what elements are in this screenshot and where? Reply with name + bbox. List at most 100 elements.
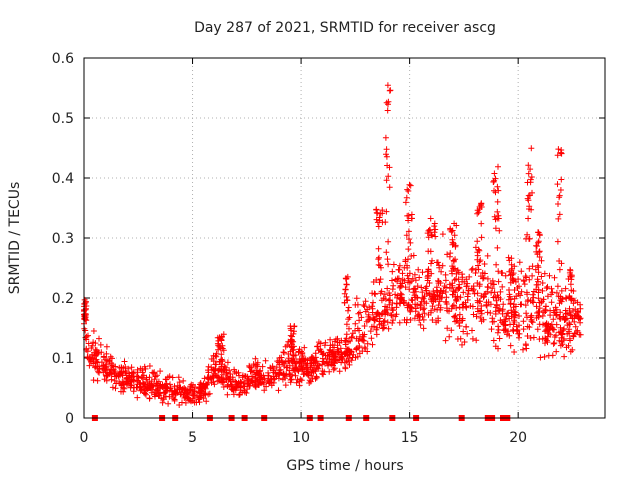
data-point bbox=[506, 332, 513, 339]
data-point bbox=[569, 315, 576, 322]
data-point bbox=[556, 314, 563, 320]
data-point bbox=[567, 337, 574, 344]
data-point bbox=[535, 238, 542, 245]
data-point bbox=[518, 268, 525, 275]
data-point bbox=[448, 268, 455, 274]
data-point bbox=[254, 369, 261, 376]
data-point bbox=[337, 345, 344, 352]
data-point bbox=[494, 292, 501, 299]
data-point bbox=[214, 334, 221, 341]
data-point bbox=[106, 371, 113, 378]
data-point bbox=[236, 372, 242, 379]
data-point bbox=[390, 261, 397, 268]
data-point bbox=[553, 332, 559, 339]
data-point bbox=[331, 360, 338, 367]
data-point bbox=[567, 321, 573, 328]
data-point bbox=[368, 335, 375, 342]
data-point bbox=[556, 266, 563, 273]
data-point bbox=[389, 286, 396, 293]
data-point bbox=[306, 377, 313, 384]
data-point bbox=[141, 389, 147, 396]
data-point bbox=[127, 376, 134, 383]
data-point bbox=[460, 328, 467, 335]
data-point bbox=[535, 286, 542, 293]
data-point bbox=[261, 387, 268, 394]
data-point bbox=[512, 303, 519, 310]
data-point bbox=[221, 363, 228, 370]
data-point bbox=[484, 275, 491, 282]
data-point bbox=[547, 331, 554, 338]
data-point bbox=[562, 285, 569, 292]
data-point bbox=[382, 296, 389, 303]
data-point bbox=[451, 266, 458, 273]
data-point bbox=[550, 316, 557, 323]
data-point bbox=[187, 386, 194, 393]
data-point bbox=[376, 214, 383, 221]
data-point bbox=[376, 321, 383, 328]
data-point bbox=[292, 372, 299, 379]
data-point bbox=[149, 369, 156, 376]
data-point bbox=[231, 386, 237, 393]
data-point bbox=[511, 295, 518, 302]
y-tick-label: 0.3 bbox=[52, 231, 74, 247]
data-point bbox=[490, 179, 497, 185]
data-point bbox=[542, 328, 548, 335]
data-point bbox=[216, 376, 223, 382]
data-point bbox=[460, 289, 467, 296]
data-point bbox=[92, 340, 99, 347]
data-point bbox=[231, 368, 238, 375]
data-point bbox=[288, 343, 295, 349]
data-point bbox=[568, 312, 575, 319]
data-point bbox=[456, 311, 463, 318]
data-point bbox=[496, 227, 503, 234]
data-point bbox=[474, 256, 481, 263]
data-point bbox=[505, 310, 512, 317]
data-point bbox=[420, 316, 427, 323]
data-point bbox=[386, 184, 393, 191]
data-point bbox=[432, 233, 439, 240]
data-point bbox=[492, 225, 499, 232]
data-point bbox=[319, 358, 326, 365]
data-point bbox=[435, 278, 442, 285]
data-point bbox=[477, 298, 483, 305]
data-point bbox=[558, 287, 565, 294]
data-point bbox=[469, 335, 476, 342]
data-point bbox=[94, 377, 101, 384]
data-point bbox=[539, 280, 546, 286]
data-point bbox=[100, 353, 107, 360]
data-point bbox=[243, 390, 250, 396]
data-point bbox=[447, 226, 454, 233]
data-point bbox=[263, 383, 270, 390]
data-point bbox=[86, 362, 93, 369]
data-point bbox=[90, 328, 97, 334]
data-point bbox=[442, 271, 449, 278]
data-point bbox=[456, 323, 463, 329]
data-point bbox=[385, 101, 391, 108]
data-point bbox=[396, 319, 403, 326]
data-point bbox=[492, 189, 499, 196]
data-point bbox=[577, 315, 584, 322]
data-point bbox=[479, 269, 486, 276]
data-point bbox=[209, 373, 216, 380]
data-point bbox=[210, 352, 217, 359]
data-point bbox=[248, 364, 255, 371]
data-point bbox=[378, 264, 384, 271]
data-point bbox=[421, 310, 428, 317]
data-point bbox=[101, 365, 108, 372]
data-point bbox=[120, 381, 127, 388]
data-point bbox=[208, 379, 215, 386]
data-point bbox=[474, 238, 481, 245]
data-point bbox=[404, 264, 411, 271]
data-point bbox=[554, 181, 561, 188]
y-tick-label: 0.1 bbox=[52, 351, 74, 367]
data-point bbox=[450, 291, 456, 298]
data-point bbox=[406, 286, 413, 293]
data-point bbox=[475, 246, 482, 253]
data-point bbox=[308, 372, 315, 379]
data-point bbox=[456, 304, 463, 311]
data-point bbox=[412, 277, 419, 284]
data-point bbox=[100, 362, 107, 369]
data-point bbox=[176, 402, 183, 408]
data-point bbox=[535, 264, 542, 271]
data-point bbox=[343, 293, 350, 300]
